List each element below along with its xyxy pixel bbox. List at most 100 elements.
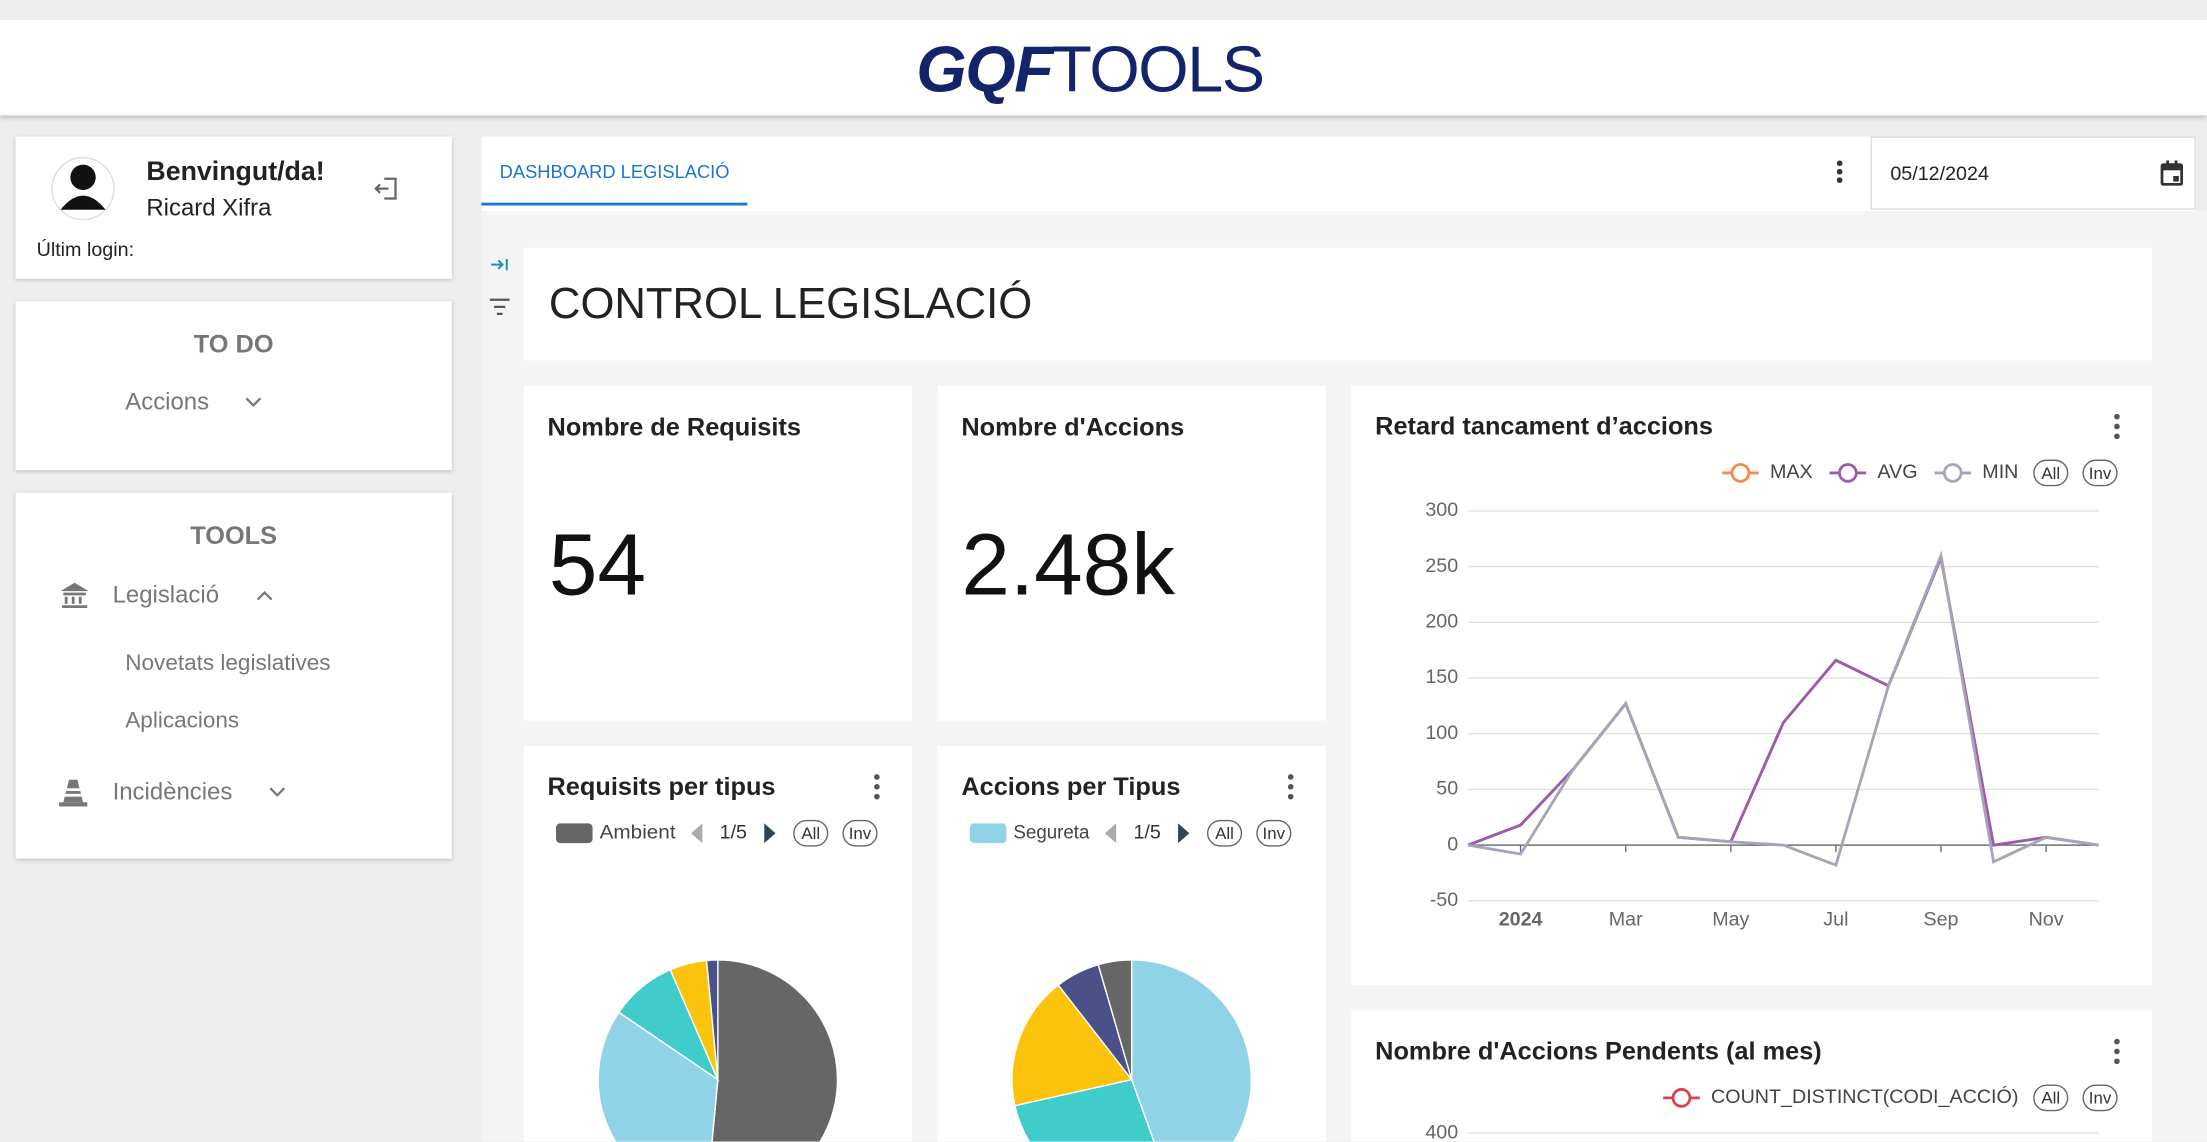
kebab-dot[interactable] (874, 783, 880, 790)
legend-next[interactable] (1178, 823, 1190, 844)
legend-next[interactable] (764, 823, 776, 844)
x-tick-label: Mar (1609, 909, 1643, 931)
legend-label: MIN (1982, 461, 2018, 483)
series-line (1467, 552, 2099, 847)
legend-label: AVG (1877, 461, 1917, 483)
kpi-card: Nombre de Requisits 54 (523, 385, 913, 721)
legend-label: COUNT_DISTINCT(CODI_ACCIÓ) (1711, 1085, 2018, 1108)
date-input[interactable]: 05/12/2024 (1870, 136, 2196, 210)
pie-slice[interactable] (1011, 984, 1133, 1107)
legend-button-label: All (801, 824, 820, 843)
last-login: Últim login: (36, 237, 135, 261)
menu-group[interactable]: Legislació (112, 581, 220, 609)
kebab-dot[interactable] (2114, 413, 2120, 420)
legend-swatch[interactable] (555, 823, 593, 844)
kebab-dot[interactable] (874, 774, 880, 780)
pie-slice[interactable] (1130, 959, 1252, 1142)
menu-item[interactable]: Aplicacions (125, 709, 240, 734)
y-tick-label: -50 (1430, 889, 1459, 911)
y-tick-label: 100 (1425, 722, 1458, 744)
kebab-dot[interactable] (2114, 423, 2120, 430)
legend-symbol[interactable] (1730, 463, 1751, 483)
y-tick-label: 300 (1425, 499, 1458, 521)
legend-button-label: Inv (849, 824, 872, 843)
legend-button[interactable] (1256, 819, 1292, 847)
legend-symbol[interactable] (1838, 463, 1858, 483)
chevron-down[interactable] (245, 396, 262, 410)
kebab-dot[interactable] (1287, 793, 1294, 800)
logo-suffix: TOOLS (1052, 32, 1265, 106)
legend-button[interactable] (842, 819, 878, 847)
legend-button-label: All (1215, 824, 1234, 843)
cone-icon (59, 779, 88, 807)
chart-title: Requisits per tipus (548, 773, 776, 801)
chevron-down[interactable] (269, 785, 286, 799)
legend-button-label: Inv (2089, 1089, 2112, 1108)
chevron-up[interactable] (256, 588, 273, 602)
legend-button[interactable] (2033, 459, 2069, 487)
logo-brand: GQF (916, 32, 1053, 106)
filter-icon[interactable] (489, 298, 510, 316)
chart-card (1351, 385, 2153, 986)
kpi-title: Nombre d'Accions (961, 413, 1185, 442)
legend-symbol[interactable] (1942, 463, 1963, 483)
kebab-dot[interactable] (874, 793, 880, 800)
kebab-dot[interactable] (2114, 1048, 2120, 1055)
expand-icon[interactable] (491, 258, 508, 271)
legend-symbol[interactable] (1671, 1088, 1692, 1108)
todo-title: TO DO (193, 330, 274, 359)
legend-label: Segureta (1013, 821, 1089, 843)
legend-swatch[interactable] (969, 823, 1007, 844)
x-tick-label: May (1712, 909, 1749, 931)
legend-page: 1/5 (720, 821, 747, 843)
kpi-title: Nombre de Requisits (547, 413, 801, 442)
kpi-value: 54 (548, 517, 647, 615)
pie-slice[interactable] (707, 959, 839, 1142)
legend-button[interactable] (2082, 459, 2118, 487)
tab-bar: DASHBOARD LEGISLACIÓ 05/12/2024 (481, 136, 2196, 212)
logout-icon[interactable] (373, 176, 398, 201)
menu-item[interactable]: Novetats legislatives (125, 651, 331, 676)
y-tick-label: 0 (1447, 833, 1458, 855)
legend-button[interactable] (2033, 1084, 2069, 1112)
kebab-dot[interactable] (2114, 433, 2120, 440)
chart-title: Accions per Tipus (961, 773, 1180, 801)
kebab-menu[interactable] (1835, 159, 1843, 184)
title-card: CONTROL LEGISLACIÓ (523, 247, 2153, 361)
todo-card: TO DO Accions (15, 301, 452, 471)
pie-slice[interactable] (597, 1011, 719, 1142)
y-tick-label: 200 (1425, 611, 1458, 633)
kebab-dot[interactable] (2114, 1038, 2120, 1045)
logo[interactable]: GQFTOOLS (916, 31, 1265, 107)
pie-slice[interactable] (1014, 1078, 1172, 1142)
chart-title: Nombre d'Accions Pendents (al mes) (1375, 1038, 1822, 1066)
menu-group[interactable]: Incidències (112, 778, 233, 806)
tab[interactable]: DASHBOARD LEGISLACIÓ (499, 161, 730, 183)
x-tick-label: Jul (1823, 909, 1848, 931)
tab-indicator (481, 202, 748, 206)
legend-button-label: All (2041, 1089, 2060, 1108)
legend-prev[interactable] (691, 823, 703, 844)
kpi-value: 2.48k (961, 517, 1175, 615)
pie-slice[interactable] (1097, 959, 1133, 1080)
legend-prev[interactable] (1104, 823, 1117, 844)
y-tick-label: 400 (1425, 1121, 1458, 1141)
kebab-dot[interactable] (2114, 1058, 2120, 1065)
legend-button[interactable] (793, 819, 829, 847)
legend-button-label: Inv (2089, 464, 2112, 483)
user-name: Ricard Xifra (146, 194, 272, 221)
calendar-icon[interactable] (2160, 160, 2184, 186)
legend-button[interactable] (1206, 819, 1243, 847)
pie-slice[interactable] (705, 959, 719, 1080)
kebab-dot[interactable] (1287, 783, 1294, 790)
user-card: Benvingut/da! Ricard Xifra Últim login: (15, 136, 452, 279)
legend-button[interactable] (2082, 1084, 2118, 1112)
kpi-card: Nombre d'Accions 2.48k (937, 385, 1326, 721)
todo-item[interactable]: Accions (125, 388, 210, 416)
dashboard-title: CONTROL LEGISLACIÓ (548, 278, 1033, 328)
avatar (51, 156, 115, 221)
kebab-dot[interactable] (1287, 774, 1294, 780)
tools-title: TOOLS (190, 521, 278, 550)
side-tools (489, 258, 510, 316)
